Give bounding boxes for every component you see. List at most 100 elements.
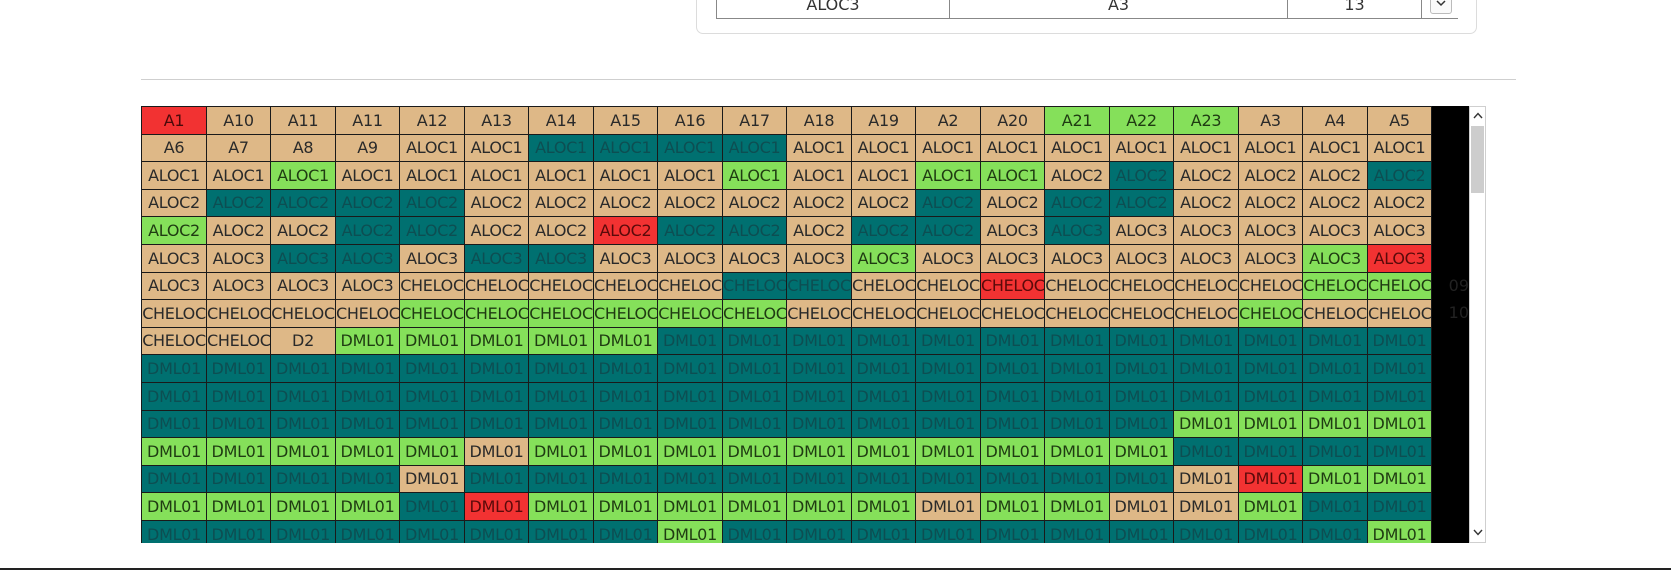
grid-cell[interactable]: A18	[786, 106, 852, 135]
grid-cell[interactable]: ALOC1	[399, 134, 465, 162]
grid-cell[interactable]: ALOC1	[915, 161, 981, 190]
grid-cell[interactable]: ALOC1	[786, 161, 852, 190]
grid-cell[interactable]: DML01	[593, 354, 658, 383]
grid-cell[interactable]: DML01	[657, 465, 723, 493]
grid-cell[interactable]: DML01	[399, 354, 465, 383]
grid-cell[interactable]: DML01	[593, 520, 658, 543]
grid-cell[interactable]: ALOC3	[528, 244, 594, 273]
grid-cell[interactable]: DML01	[270, 520, 336, 543]
grid-cell[interactable]: ALOC2	[657, 189, 723, 217]
grid-cell[interactable]: CHELOC	[786, 272, 852, 300]
grid-cell[interactable]: DML01	[915, 354, 981, 383]
grid-cell[interactable]: ALOC3	[1302, 216, 1368, 245]
grid-cell[interactable]: ALOC2	[335, 189, 400, 217]
grid-cell[interactable]: DML01	[722, 437, 787, 466]
grid-cell[interactable]: DML01	[270, 410, 336, 438]
grid-cell[interactable]: DML01	[722, 354, 787, 383]
grid-cell[interactable]: CHELOC	[980, 299, 1045, 328]
grid-cell[interactable]: DML01	[335, 410, 400, 438]
grid-cell[interactable]: ALOC2	[593, 189, 658, 217]
grid-cell[interactable]: DML01	[1302, 465, 1368, 493]
grid-cell[interactable]: ALOC2	[915, 189, 981, 217]
grid-cell[interactable]: DML01	[980, 354, 1045, 383]
grid-cell[interactable]: A7	[206, 134, 271, 162]
grid-cell[interactable]: ALOC2	[1367, 189, 1432, 217]
grid-cell[interactable]: DML01	[980, 382, 1045, 411]
grid-cell[interactable]: CHELOC	[722, 272, 787, 300]
grid-cell[interactable]: DML01	[206, 382, 271, 411]
grid-cell[interactable]: CHELOC	[206, 327, 271, 355]
grid-cell[interactable]: DML01	[528, 492, 594, 521]
grid-cell[interactable]: DML01	[1173, 492, 1239, 521]
grid-cell[interactable]: A2	[915, 106, 981, 135]
grid-cell[interactable]: DML01	[141, 410, 207, 438]
grid-cell[interactable]: CHELOC	[528, 272, 594, 300]
grid-cell[interactable]: ALOC3	[980, 216, 1045, 245]
grid-cell[interactable]: DML01	[141, 437, 207, 466]
grid-cell[interactable]: DML01	[1238, 410, 1303, 438]
grid-cell[interactable]: DML01	[335, 520, 400, 543]
grid-cell[interactable]: ALOC2	[206, 216, 271, 245]
grid-cell[interactable]: ALOC2	[593, 216, 658, 245]
grid-cell[interactable]: ALOC1	[335, 161, 400, 190]
grid-cell[interactable]: DML01	[1367, 437, 1432, 466]
grid-cell[interactable]: DML01	[206, 520, 271, 543]
grid-cell[interactable]: DML01	[1302, 437, 1368, 466]
grid-cell[interactable]: DML01	[1173, 465, 1239, 493]
grid-cell[interactable]: DML01	[851, 492, 916, 521]
grid-cell[interactable]: CHELOC	[464, 299, 529, 328]
grid-cell[interactable]: ALOC2	[786, 216, 852, 245]
grid-cell[interactable]: ALOC3	[1044, 216, 1110, 245]
grid-cell[interactable]: DML01	[335, 437, 400, 466]
grid-cell[interactable]: DML01	[915, 410, 981, 438]
grid-cell[interactable]: ALOC3	[464, 244, 529, 273]
grid-cell[interactable]: A21	[1044, 106, 1110, 135]
grid-cell[interactable]: DML01	[786, 327, 852, 355]
grid-cell[interactable]: ALOC3	[593, 244, 658, 273]
grid-cell[interactable]: ALOC3	[1367, 244, 1432, 273]
grid-cell[interactable]: ALOC3	[786, 244, 852, 273]
grid-cell[interactable]: DML01	[851, 354, 916, 383]
grid-cell[interactable]: DML01	[399, 437, 465, 466]
grid-cell[interactable]: DML01	[1109, 437, 1174, 466]
grid-cell[interactable]: ALOC2	[1238, 189, 1303, 217]
grid-cell[interactable]: ALOC3	[1109, 216, 1174, 245]
grid-cell[interactable]: ALOC1	[786, 134, 852, 162]
grid-cell[interactable]: DML01	[657, 410, 723, 438]
grid-cell[interactable]: DML01	[593, 492, 658, 521]
grid-cell[interactable]: ALOC2	[1302, 161, 1368, 190]
grid-cell[interactable]: ALOC3	[141, 244, 207, 273]
grid-cell[interactable]: ALOC2	[657, 216, 723, 245]
grid-cell[interactable]: A4	[1302, 106, 1368, 135]
grid-cell[interactable]: ALOC3	[722, 244, 787, 273]
grid-cell[interactable]: ALOC1	[657, 134, 723, 162]
grid-cell[interactable]: DML01	[657, 520, 723, 543]
grid-cell[interactable]: CHELOC	[1044, 272, 1110, 300]
grid-cell[interactable]: DML01	[915, 492, 981, 521]
grid-cell[interactable]: ALOC2	[335, 216, 400, 245]
grid-cell[interactable]: DML01	[722, 520, 787, 543]
grid-cell[interactable]: DML01	[1238, 437, 1303, 466]
grid-cell[interactable]: DML01	[464, 465, 529, 493]
grid-cell[interactable]: DML01	[1044, 437, 1110, 466]
grid-cell[interactable]: DML01	[786, 492, 852, 521]
grid-cell[interactable]: ALOC1	[1109, 134, 1174, 162]
grid-cell[interactable]: A20	[980, 106, 1045, 135]
grid-cell[interactable]: DML01	[1109, 382, 1174, 411]
grid-cell[interactable]: DML01	[1173, 520, 1239, 543]
grid-cell[interactable]: DML01	[464, 327, 529, 355]
grid-cell[interactable]: ALOC1	[464, 134, 529, 162]
grid-cell[interactable]: DML01	[915, 437, 981, 466]
grid-cell[interactable]: DML01	[1367, 382, 1432, 411]
grid-cell[interactable]: ALOC3	[206, 244, 271, 273]
grid-cell[interactable]: ALOC2	[722, 189, 787, 217]
grid-cell[interactable]: DML01	[399, 382, 465, 411]
grid-cell[interactable]: DML01	[1302, 492, 1368, 521]
grid-cell[interactable]: ALOC2	[1173, 161, 1239, 190]
grid-cell[interactable]: DML01	[1173, 410, 1239, 438]
grid-cell[interactable]: ALOC2	[270, 189, 336, 217]
grid-cell[interactable]: ALOC1	[722, 161, 787, 190]
grid-cell[interactable]: DML01	[270, 354, 336, 383]
grid-cell[interactable]: DML01	[657, 437, 723, 466]
grid-cell[interactable]: DML01	[915, 327, 981, 355]
